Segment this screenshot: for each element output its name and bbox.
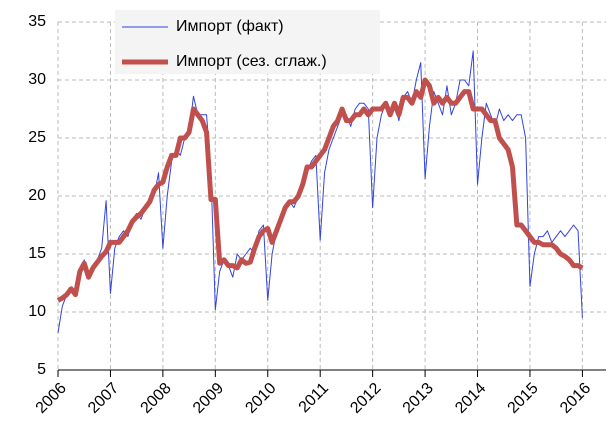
- y-tick-label: 10: [28, 303, 46, 320]
- legend-label: Импорт (сез. сглаж.): [176, 53, 327, 70]
- legend-label: Импорт (факт): [176, 18, 284, 35]
- x-tick-label: 2010: [242, 380, 279, 417]
- y-tick-label: 5: [37, 361, 46, 378]
- y-tick-label: 35: [28, 13, 46, 30]
- x-tick-label: 2007: [85, 380, 122, 417]
- y-tick-label: 15: [28, 245, 46, 262]
- x-tick-label: 2016: [557, 380, 594, 417]
- y-tick-label: 25: [28, 129, 46, 146]
- x-tick-label: 2014: [452, 380, 489, 417]
- x-tick-label: 2015: [505, 380, 542, 417]
- x-tick-label: 2011: [296, 380, 332, 416]
- x-tick-label: 2009: [190, 380, 227, 417]
- y-tick-label: 20: [28, 187, 46, 204]
- x-tick-label: 2013: [400, 380, 437, 417]
- x-tick-label: 2012: [347, 380, 384, 417]
- y-tick-label: 30: [28, 71, 46, 88]
- series-line: [56, 77, 584, 303]
- x-tick-label: 2006: [33, 380, 70, 417]
- x-tick-label: 2008: [138, 380, 175, 417]
